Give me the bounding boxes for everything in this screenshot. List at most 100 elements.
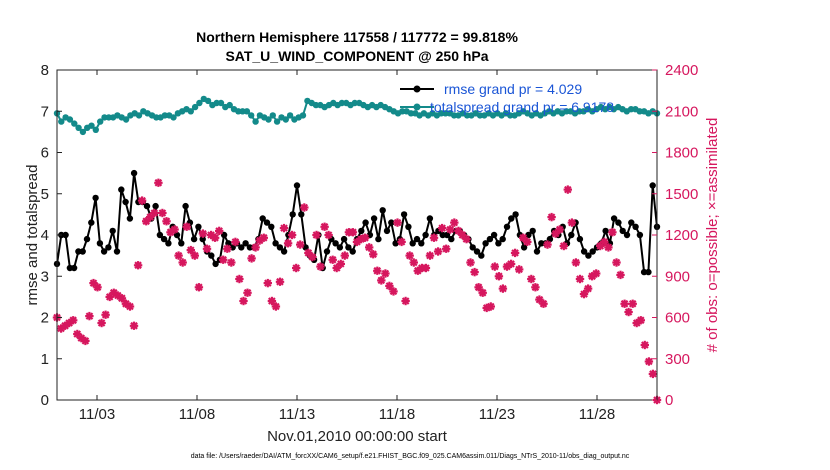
- rmse-point: [585, 252, 592, 259]
- rmse-point: [632, 223, 639, 230]
- obs-assimilated-marker: [85, 311, 94, 321]
- rmse-point: [619, 227, 626, 235]
- rmse-point: [323, 248, 331, 255]
- rmse-point: [525, 231, 532, 239]
- obs-assimilated-marker: [292, 263, 301, 273]
- plot-area: [57, 70, 657, 400]
- rmse-point: [392, 240, 399, 247]
- totalspread-point: [286, 112, 294, 119]
- obs-assimilated-marker: [644, 357, 654, 366]
- obs-assimilated-marker: [389, 287, 398, 296]
- rmse-point: [375, 235, 382, 243]
- obs-assimilated-marker: [182, 222, 191, 231]
- rmse-point: [238, 244, 245, 251]
- obs-assimilated-marker: [69, 316, 78, 325]
- rmse-point: [332, 240, 339, 247]
- obs-assimilated-marker: [170, 225, 179, 234]
- rmse-point: [79, 248, 86, 255]
- obs-assimilated-marker: [409, 258, 418, 267]
- footer-data-file: data file: /Users/raeder/DAI/ATM_forcXX/…: [191, 453, 630, 460]
- totalspread-point: [122, 116, 130, 123]
- y-tick-label-right: 300: [665, 351, 690, 368]
- rmse-point: [580, 248, 588, 255]
- obs-assimilated-marker: [125, 302, 135, 311]
- obs-assimilated-marker: [97, 318, 106, 328]
- obs-assimilated-marker: [275, 277, 285, 286]
- obs-assimilated-marker: [373, 266, 382, 275]
- y-tick-label-left: 8: [41, 62, 49, 79]
- rmse-point: [195, 223, 202, 230]
- obs-assimilated-marker: [227, 258, 236, 267]
- rmse-point: [370, 215, 378, 222]
- obs-assimilated-marker: [405, 251, 414, 260]
- obs-assimilated-marker: [77, 333, 86, 343]
- rmse-point: [448, 235, 455, 243]
- totalspread-point: [66, 116, 74, 123]
- rmse-point: [388, 219, 395, 226]
- rmse-point: [259, 215, 266, 222]
- obs-assimilated-marker: [340, 251, 349, 260]
- rmse-point: [293, 182, 301, 189]
- obs-assimilated-marker: [316, 262, 325, 271]
- totalspread-point: [507, 112, 514, 119]
- y-tick-label-right: 1500: [665, 186, 698, 203]
- rmse-point: [490, 231, 498, 239]
- rmse-point: [413, 235, 421, 243]
- obs-assimilated-marker: [608, 228, 617, 237]
- x-tick-label: 11/18: [379, 406, 415, 423]
- rmse-point: [362, 219, 369, 226]
- obs-assimilated-marker: [567, 218, 577, 227]
- totalspread-point: [269, 112, 276, 119]
- y-axis-label-right: # of obs: o=possible; ×=assimilated: [704, 118, 721, 353]
- totalspread-point: [204, 97, 212, 105]
- obs-assimilated-marker: [510, 248, 520, 258]
- rmse-point: [486, 235, 494, 243]
- x-tick-label: 11/23: [479, 406, 515, 423]
- obs-assimilated-marker: [636, 316, 645, 325]
- obs-assimilated-marker: [604, 243, 613, 252]
- rmse-point: [109, 227, 116, 235]
- rmse-point: [298, 211, 305, 218]
- rmse-point: [568, 231, 575, 239]
- obs-assimilated-marker: [539, 299, 548, 308]
- rmse-point: [199, 235, 206, 243]
- rmse-point: [178, 240, 185, 247]
- rmse-point: [263, 219, 271, 226]
- obs-assimilated-marker: [429, 233, 439, 242]
- legend: rmse grand pr = 4.029 totalspread grand …: [400, 81, 614, 115]
- obs-assimilated-marker: [215, 226, 224, 236]
- rmse-point: [62, 231, 69, 239]
- obs-assimilated-marker: [555, 225, 564, 234]
- rmse-point: [212, 260, 219, 268]
- obs-assimilated-marker: [300, 203, 309, 212]
- rmse-point: [520, 244, 528, 251]
- x-tick-label: 11/03: [79, 406, 115, 423]
- rmse-point: [100, 248, 108, 255]
- rmse-point: [508, 215, 515, 222]
- obs-assimilated-marker: [466, 258, 475, 267]
- obs-assimilated-marker: [360, 233, 370, 242]
- obs-assimilated-marker: [202, 244, 212, 253]
- obs-assimilated-marker: [494, 272, 504, 281]
- obs-assimilated-marker: [283, 239, 293, 248]
- obs-assimilated-marker: [267, 296, 277, 306]
- rmse-point: [418, 240, 425, 247]
- y-tick-label-left: 5: [41, 186, 49, 203]
- rmse-point: [118, 186, 125, 193]
- rmse-point: [443, 231, 451, 239]
- rmse-point: [152, 202, 159, 210]
- obs-assimilated-marker: [101, 310, 110, 319]
- rmse-point: [469, 244, 476, 251]
- obs-assimilated-marker: [612, 258, 621, 267]
- rmse-point: [649, 182, 656, 189]
- obs-assimilated-marker: [198, 229, 208, 238]
- obs-assimilated-marker: [287, 230, 297, 240]
- totalspread-point: [92, 126, 100, 133]
- rmse-point: [636, 231, 644, 239]
- obs-assimilated-marker: [571, 258, 581, 267]
- rmse-point: [383, 227, 391, 235]
- obs-assimilated-marker: [515, 265, 524, 274]
- rmse-point: [336, 244, 344, 251]
